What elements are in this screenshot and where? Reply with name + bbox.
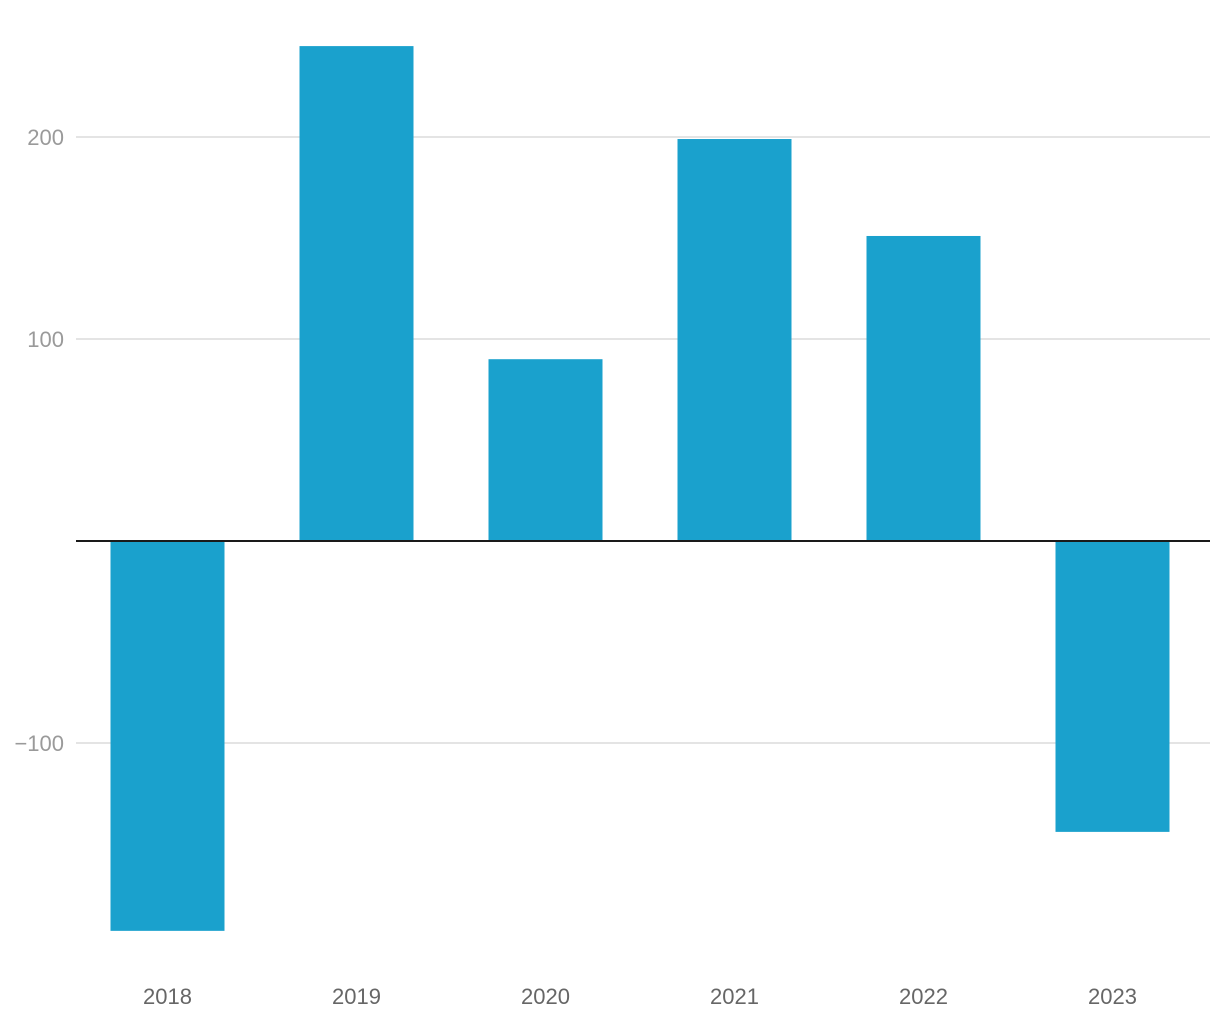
x-axis-ticks: 2018 2019 2020 2021 2022 2023 — [143, 984, 1137, 1009]
x-tick-label-2021: 2021 — [710, 984, 759, 1009]
bars — [110, 46, 1170, 931]
y-axis-ticks: −100 100 200 — [14, 125, 64, 756]
gridlines — [76, 136, 1210, 744]
bar-2018 — [110, 541, 225, 931]
bar-2023 — [1055, 541, 1170, 832]
y-tick-label: 200 — [27, 125, 64, 150]
bar-2021 — [677, 139, 792, 541]
bar-2019 — [299, 46, 414, 541]
y-tick-label: 100 — [27, 327, 64, 352]
x-tick-label-2022: 2022 — [899, 984, 948, 1009]
x-tick-label-2020: 2020 — [521, 984, 570, 1009]
x-tick-label-2019: 2019 — [332, 984, 381, 1009]
y-tick-label: −100 — [14, 731, 64, 756]
bar-2022 — [866, 235, 981, 542]
bar-2020 — [488, 359, 603, 541]
x-tick-label-2018: 2018 — [143, 984, 192, 1009]
x-tick-label-2023: 2023 — [1088, 984, 1137, 1009]
